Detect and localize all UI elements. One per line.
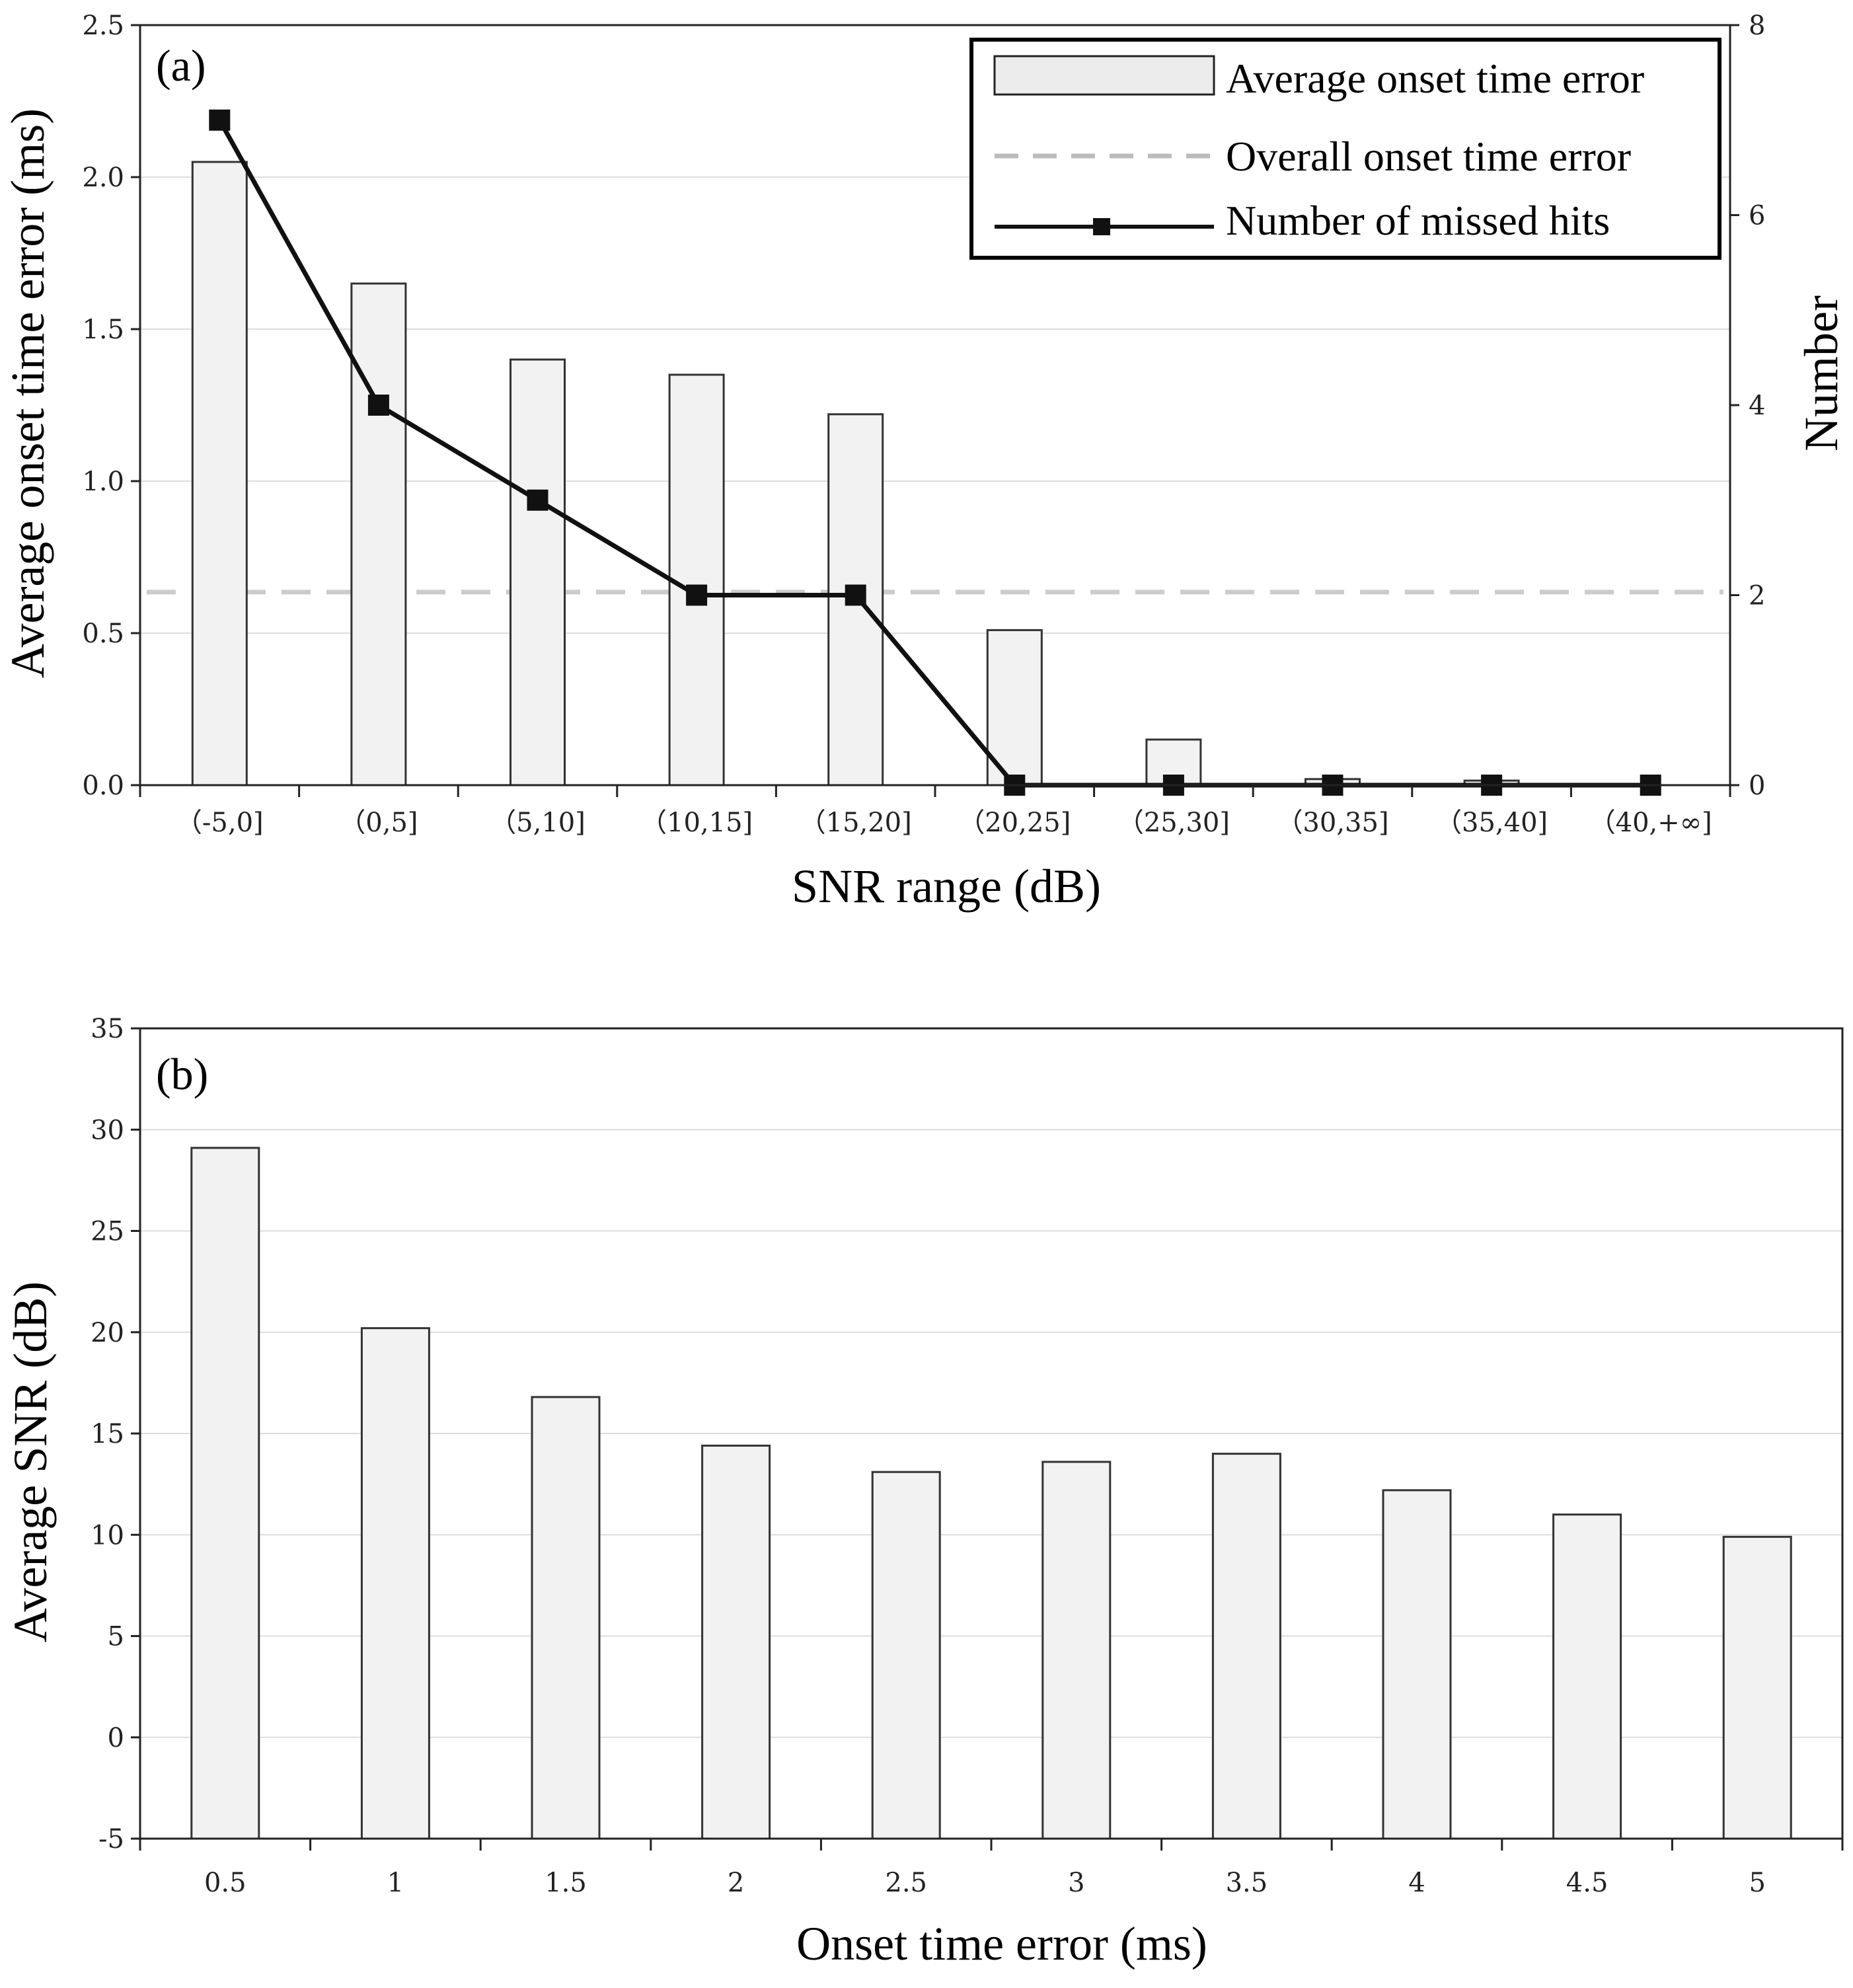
- chart-b-x-tick-label: 0.5: [204, 1868, 246, 1898]
- chart-a-left-tick-label: 0.5: [82, 619, 124, 649]
- chart-b-y-axis: -5 0 5 10 15 20 25 30 35: [91, 1014, 140, 1854]
- chart-b-x-axis-label: Onset time error (ms): [796, 1917, 1207, 1970]
- chart-b-x-tick-label: 3.5: [1226, 1868, 1268, 1898]
- legend-label-average-error: Average onset time error: [1226, 55, 1644, 102]
- chart-a-right-tick-label: 4: [1749, 391, 1765, 421]
- chart-a-bars: [191, 161, 1520, 786]
- chart-b-y-axis-label: Average SNR (dB): [4, 1281, 57, 1643]
- chart-b-bar: [1382, 1489, 1452, 1840]
- chart-b-y-tick-label: 25: [91, 1217, 124, 1247]
- chart-a-right-tick-label: 0: [1749, 771, 1765, 801]
- chart-b-panel-label: (b): [156, 1049, 208, 1099]
- chart-a-right-tick-label: 2: [1749, 581, 1765, 611]
- chart-a-bar: [510, 358, 566, 786]
- chart-b-x-tick-label: 3: [1068, 1868, 1084, 1898]
- chart-b-x-tick-label: 2: [728, 1868, 744, 1898]
- chart-b-y-tick-label: 5: [108, 1622, 124, 1652]
- chart-a-right-axis-label: Number: [1795, 295, 1848, 451]
- chart-a-right-tick-label: 8: [1749, 11, 1765, 41]
- chart-b-x-tick-label: 4: [1408, 1868, 1425, 1898]
- chart-a-left-axis: 0.0 0.5 1.0 1.5 2.0 2.5: [82, 11, 140, 801]
- chart-a-panel-label: (a): [156, 40, 206, 91]
- chart-b-y-tick-label: 30: [91, 1115, 124, 1145]
- chart-a-x-tick-label: （5,10]: [490, 808, 586, 838]
- chart-a-x-axis: （-5,0] （0,5] （5,10] （10,15] （15,20] （20,25] （2…: [139, 785, 1731, 838]
- chart-b-x-tick-label: 5: [1749, 1868, 1765, 1898]
- chart-b-bar: [190, 1147, 260, 1840]
- chart-a-left-tick-label: 1.5: [82, 315, 124, 345]
- chart-a-bar: [350, 282, 407, 786]
- chart-b-y-tick-label: 15: [91, 1419, 124, 1449]
- chart-b-y-tick-label: 20: [91, 1318, 124, 1348]
- chart-a-right-tick-label: 6: [1749, 201, 1765, 231]
- chart-a-x-tick-label: （0,5]: [339, 808, 418, 838]
- chart-b-bar: [1211, 1453, 1281, 1840]
- chart-a-missed-hits-marker: [845, 584, 866, 606]
- chart-a-left-tick-label: 2.0: [82, 163, 124, 193]
- chart-b-y-tick-label: 10: [91, 1520, 124, 1550]
- chart-b-y-tick-label: 35: [91, 1014, 124, 1044]
- chart-b-x-tick-label: 1: [387, 1868, 404, 1898]
- chart-a-x-tick-label: （10,15]: [640, 808, 753, 838]
- chart-a-x-tick-label: （40,+∞]: [1589, 808, 1712, 838]
- legend-swatch-marker: [1093, 218, 1110, 235]
- chart-a-left-tick-label: 2.5: [82, 11, 124, 41]
- chart-b-y-tick-label: 0: [108, 1723, 124, 1753]
- chart-a-x-tick-label: （30,35]: [1276, 808, 1388, 838]
- chart-b-x-axis: 0.5 1 1.5 2 2.5 3 3.5 4 4.5 5: [139, 1839, 1844, 1898]
- chart-a-missed-hits-marker: [209, 109, 231, 131]
- chart-a-missed-hits-marker: [686, 584, 708, 606]
- chart-a-missed-hits-marker: [527, 489, 548, 511]
- chart-a-x-tick-label: （-5,0]: [176, 808, 264, 838]
- chart-b-bars: [190, 1147, 1792, 1840]
- chart-a: 0.0 0.5 1.0 1.5 2.0 2.5 0 2 4 6 8 （-5,0] （0,5] （5,1…: [1, 11, 1848, 913]
- chart-b-bar: [1041, 1461, 1112, 1840]
- chart-b-x-tick-label: 4.5: [1566, 1868, 1608, 1898]
- chart-b: -5 0 5 10 15 20 25 30 35 0.5 1 1.5 2 2.5 3 3.5 4 4.5 5 (b…: [4, 1014, 1844, 1970]
- chart-a-bar: [668, 373, 725, 786]
- chart-b-x-tick-label: 2.5: [885, 1868, 927, 1898]
- chart-b-bar: [1552, 1513, 1622, 1840]
- chart-a-x-tick-label: （15,20]: [800, 808, 912, 838]
- chart-b-y-tick-label: -5: [98, 1824, 124, 1854]
- chart-a-x-axis-label: SNR range (dB): [792, 860, 1101, 913]
- chart-a-x-tick-label: （20,25]: [958, 808, 1071, 838]
- chart-a-right-axis: 0 2 4 6 8: [1730, 11, 1765, 801]
- chart-b-x-tick-label: 1.5: [545, 1868, 587, 1898]
- chart-a-legend: Average onset time error Overall onset t…: [969, 38, 1721, 260]
- chart-b-bar: [701, 1444, 771, 1840]
- legend-swatch-bar: [993, 55, 1215, 96]
- chart-b-bar: [531, 1396, 601, 1840]
- legend-label-overall-error: Overall onset time error: [1226, 133, 1631, 180]
- chart-a-missed-hits-marker: [367, 395, 389, 416]
- chart-b-bar: [360, 1327, 430, 1840]
- chart-a-y-axis-label: Average onset time error (ms): [1, 108, 54, 678]
- chart-a-bar: [191, 161, 248, 786]
- chart-a-x-tick-label: （35,40]: [1435, 808, 1548, 838]
- chart-b-bar: [1722, 1535, 1792, 1840]
- chart-b-bar: [871, 1471, 941, 1840]
- chart-a-x-tick-label: （25,30]: [1117, 808, 1230, 838]
- chart-a-left-tick-label: 0.0: [82, 771, 124, 801]
- legend-label-missed-hits: Number of missed hits: [1226, 197, 1610, 244]
- chart-a-left-tick-label: 1.0: [82, 467, 124, 497]
